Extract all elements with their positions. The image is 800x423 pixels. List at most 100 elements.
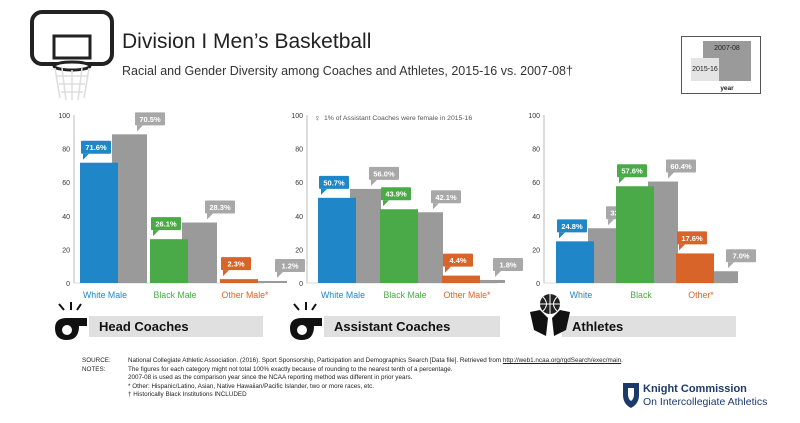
panel-3-ytick-label: 100 bbox=[528, 113, 540, 120]
panel-3-category-label-0: White bbox=[570, 290, 593, 300]
panel-2-label-bg-2015-16-2 bbox=[443, 253, 473, 267]
panel-3-label-bg-2015-16-1 bbox=[617, 164, 647, 178]
source-end: . bbox=[621, 357, 623, 364]
panel-2-ytick-label: 60 bbox=[295, 180, 303, 187]
panel-3-value-label-2015-16-2: 17.6% bbox=[681, 234, 703, 243]
panel-1-label-pointer-2007-08-1 bbox=[207, 213, 213, 220]
panel-3-label-bg-2007-08-1 bbox=[666, 159, 696, 173]
panel-3-label-pointer-2007-08-0 bbox=[608, 219, 614, 226]
panel-2-ytick-label: 80 bbox=[295, 147, 303, 154]
panel-2-whistle-hole bbox=[297, 325, 307, 335]
source-text: National Collegiate Athletic Association… bbox=[128, 357, 503, 364]
note-text: The figures for each category might not … bbox=[128, 365, 453, 373]
bar-charts: 0 20 40 60 80 100 71.6% 70.5% White Male 26.1% 28.… bbox=[55, 112, 756, 340]
panel-2-value-label-2015-16-0: 50.7% bbox=[323, 178, 345, 187]
panel-3-ytick-label: 40 bbox=[532, 214, 540, 221]
notes-line-1: 2007-08 is used as the comparison year s… bbox=[128, 374, 413, 382]
panel-2-category-label-0: White Male bbox=[321, 290, 365, 300]
panel-1-label-bg-2007-08-2 bbox=[275, 258, 305, 272]
panel-1-value-label-2007-08-1: 28.3% bbox=[209, 203, 231, 212]
panel-2-label-pointer-2015-16-0 bbox=[321, 188, 327, 195]
knight-commission-logo-icon bbox=[623, 383, 639, 408]
panel-2-whistle-sound-lines bbox=[293, 302, 317, 311]
panel-3-right-hand-icon bbox=[552, 310, 570, 336]
panel-1-whistle-hole bbox=[62, 325, 72, 335]
panel-1-ytick-label: 0 bbox=[66, 281, 70, 288]
panel-1-label-bg-2015-16-0 bbox=[81, 140, 111, 154]
panel-3-label-pointer-2015-16-2 bbox=[679, 244, 685, 251]
panel-3-value-label-2015-16-0: 24.8% bbox=[561, 222, 583, 231]
panel-3-label-bg-2015-16-2 bbox=[677, 231, 707, 245]
panel-2-value-label-2015-16-2: 4.4% bbox=[449, 256, 466, 265]
panel-1-footer-bar bbox=[89, 316, 263, 337]
panel-2-label-pointer-2015-16-1 bbox=[383, 200, 389, 207]
panel-1-whistle-sound-lines bbox=[58, 302, 82, 311]
panel-3-ytick-label: 80 bbox=[532, 147, 540, 154]
panel-1-ytick-label: 100 bbox=[58, 113, 70, 120]
panel-2-label-bg-2007-08-1 bbox=[431, 190, 461, 204]
panel-1-category-label-0: White Male bbox=[83, 290, 127, 300]
panel-3-bar-2015-16-2 bbox=[676, 253, 714, 283]
panel-3-bar-2015-16-0 bbox=[556, 241, 594, 283]
panel-3-ytick-label: 20 bbox=[532, 247, 540, 254]
panel-3-label-pointer-2015-16-1 bbox=[619, 177, 625, 184]
panel-2-value-label-2007-08-0: 56.0% bbox=[373, 169, 395, 178]
female-note: 1% of Assistant Coaches were female in 2… bbox=[324, 115, 472, 122]
panel-2-label-pointer-2007-08-0 bbox=[371, 179, 377, 186]
panel-1-label-bg-2007-08-1 bbox=[205, 200, 235, 214]
panel-2-ytick-label: 20 bbox=[295, 247, 303, 254]
panel-1-bar-2007-08-2 bbox=[252, 280, 287, 283]
panel-2-value-label-2007-08-2: 1.8% bbox=[499, 260, 516, 269]
notes-line-0: NOTES: The figures for each category migh… bbox=[82, 366, 623, 375]
panel-3-label-pointer-2007-08-2 bbox=[728, 262, 734, 269]
panel-3-ytick-label: 0 bbox=[536, 281, 540, 288]
panel-3-value-label-2015-16-1: 57.6% bbox=[621, 167, 643, 176]
panel-3-label-bg-2007-08-2 bbox=[726, 249, 756, 263]
chart-title: Division I Men’s Basketball bbox=[122, 30, 372, 53]
panel-1-value-label-2015-16-2: 2.3% bbox=[227, 260, 244, 269]
notes-label: NOTES: bbox=[82, 365, 106, 373]
panel-3-footer-bar bbox=[562, 316, 736, 337]
brand-block: Knight Commission On Intercollegiate Ath… bbox=[643, 383, 767, 409]
panel-1-ytick-label: 60 bbox=[62, 180, 70, 187]
panel-1-label-bg-2015-16-1 bbox=[151, 217, 181, 231]
panel-3-value-label-2007-08-2: 7.0% bbox=[732, 252, 749, 261]
panel-2-label-pointer-2007-08-2 bbox=[495, 270, 501, 277]
panel-1-ytick-label: 80 bbox=[62, 147, 70, 154]
panel-2-bar-2007-08-2 bbox=[474, 279, 505, 283]
notes-line-2: * Other: Hispanic/Latino, Asian, Native … bbox=[128, 382, 375, 390]
panel-3-category-label-2: Other* bbox=[688, 290, 714, 300]
female-symbol-icon: ♀ bbox=[314, 113, 321, 123]
panel-1-bar-2015-16-0 bbox=[80, 162, 118, 283]
panel-1-label-pointer-2007-08-0 bbox=[137, 125, 143, 132]
footnotes: SOURCE: National Collegiate Athletic Asso… bbox=[82, 357, 623, 400]
legend-swatch-2015-16 bbox=[691, 58, 719, 81]
chart-subtitle: Racial and Gender Diversity among Coache… bbox=[122, 64, 573, 78]
panel-1-chart-title: Head Coaches bbox=[99, 319, 189, 334]
panel-2-label-pointer-2015-16-2 bbox=[445, 266, 451, 273]
panel-2-chart-title: Assistant Coaches bbox=[334, 319, 450, 334]
panel-1-bar-2015-16-2 bbox=[220, 279, 258, 283]
panel-2-bar-2015-16-0 bbox=[318, 197, 356, 283]
panel-3-bar-2015-16-1 bbox=[616, 186, 654, 283]
panel-1-category-label-2: Other Male* bbox=[222, 290, 270, 300]
panel-2-value-label-2015-16-1: 43.9% bbox=[385, 190, 407, 199]
panel-1-label-pointer-2007-08-2 bbox=[277, 271, 283, 278]
panel-1-label-bg-2015-16-2 bbox=[221, 257, 251, 271]
panel-2-category-label-2: Other Male* bbox=[444, 290, 492, 300]
panel-3-basketball-seams bbox=[540, 294, 560, 314]
panel-2-bar-2015-16-1 bbox=[380, 209, 418, 283]
panel-2-ytick-label: 40 bbox=[295, 214, 303, 221]
panel-2-label-bg-2015-16-1 bbox=[381, 187, 411, 201]
notes-line-3: † Historically Black Institutions INCLUD… bbox=[128, 391, 247, 399]
panel-1-category-label-1: Black Male bbox=[153, 290, 196, 300]
panel-1-label-pointer-2015-16-1 bbox=[153, 230, 159, 237]
panel-2-value-label-2007-08-1: 42.1% bbox=[435, 193, 457, 202]
panel-1-label-pointer-2015-16-2 bbox=[223, 270, 229, 277]
panel-2-label-bg-2007-08-0 bbox=[369, 166, 399, 180]
panel-3-label-pointer-2007-08-1 bbox=[668, 172, 674, 179]
panel-3-label-bg-2015-16-0 bbox=[557, 219, 587, 233]
panel-1-value-label-2007-08-2: 1.2% bbox=[281, 261, 298, 270]
panel-2-ytick-label: 100 bbox=[291, 113, 303, 120]
source-link[interactable]: http://web1.ncaa.org/rgdSearch/exec/main bbox=[502, 357, 622, 364]
